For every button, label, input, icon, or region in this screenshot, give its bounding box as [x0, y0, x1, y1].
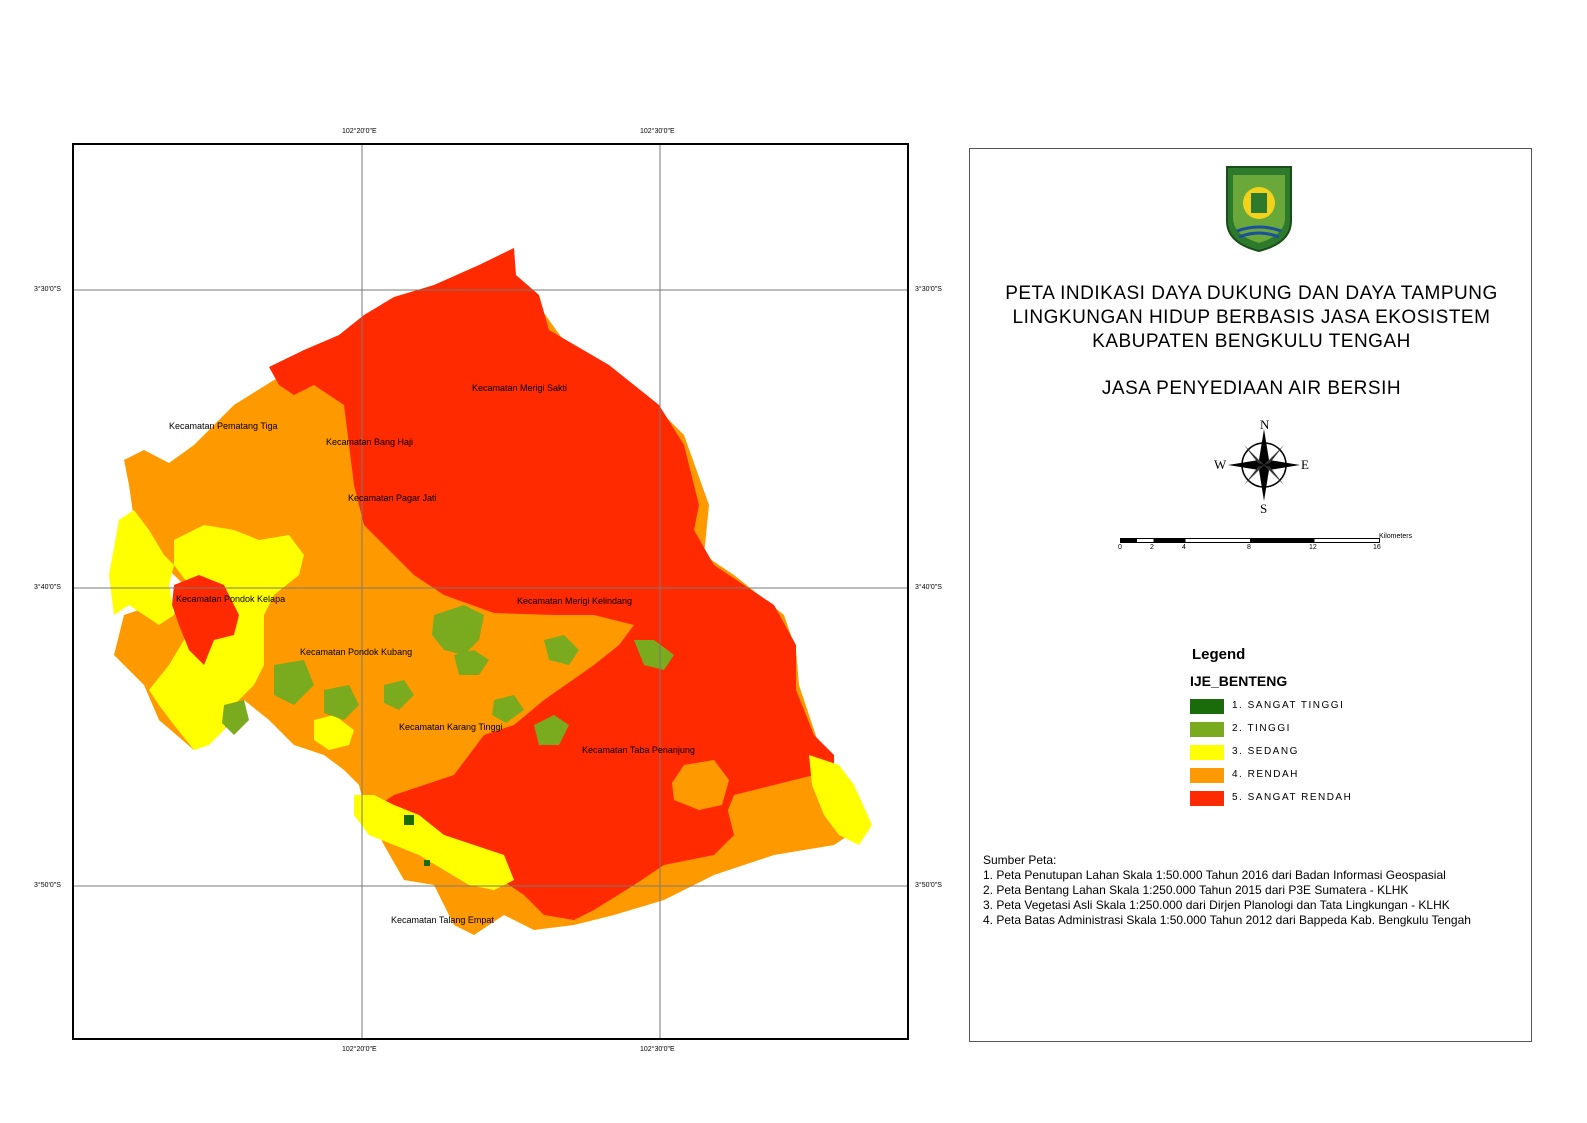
district-label-merigi-kelindang: Kecamatan Merigi Kelindang [517, 596, 632, 606]
zone-sangat-tinggi-patches [404, 815, 430, 866]
zone-sedang-east [809, 755, 872, 845]
scale-unit: Kilometers [1379, 533, 1413, 540]
lon-label-top-20: 102°20'0"E [342, 128, 377, 135]
legend-swatch [1190, 791, 1224, 806]
scale-tick-16: 16 [1373, 544, 1381, 551]
district-label-karang-tinggi: Kecamatan Karang Tinggi [399, 722, 503, 732]
graticule [74, 145, 907, 1038]
legend-title: Legend [1192, 646, 1246, 663]
map-title-line-2: LINGKUNGAN HIDUP BERBASIS JASA EKOSISTEM [1012, 307, 1491, 328]
compass-e: E [1301, 457, 1309, 472]
district-label-merigi-sakti: Kecamatan Merigi Sakti [472, 383, 567, 393]
district-label-pematang-tiga: Kecamatan Pematang Tiga [169, 421, 278, 431]
lon-label-bottom-20: 102°20'0"E [342, 1046, 377, 1053]
scale-tick-8: 8 [1247, 544, 1251, 551]
district-label-bang-haji: Kecamatan Bang Haji [326, 437, 413, 447]
zone-sangat-rendah-south [454, 740, 734, 920]
lat-label-right-40: 3°40'0"S [915, 584, 942, 591]
district-label-pondok-kubang: Kecamatan Pondok Kubang [300, 647, 412, 657]
scale-tick-0: 0 [1118, 544, 1122, 551]
lat-label-left-50: 3°50'0"S [34, 882, 61, 889]
zone-sangat-rendah [269, 248, 834, 905]
regency-emblem [1226, 166, 1292, 253]
legend-label: 2. TINGGI [1232, 723, 1291, 734]
zone-sedang-south [354, 795, 514, 890]
scale-bar [1120, 538, 1380, 543]
lat-label-right-50: 3°50'0"S [915, 882, 942, 889]
compass-w: W [1214, 457, 1227, 472]
map-title-line-3: KABUPATEN BENGKULU TENGAH [1092, 331, 1411, 352]
map-layout-panel: PETA INDIKASI DAYA DUKUNG DAN DAYA TAMPU… [969, 148, 1532, 1042]
zone-rendah-island [672, 760, 729, 810]
compass-s: S [1260, 501, 1267, 513]
source-item-3: 3. Peta Vegetasi Asli Skala 1:250.000 da… [983, 898, 1450, 912]
zone-sangat-rendah-coast [172, 575, 239, 665]
legend-layer-name: IJE_BENTENG [1190, 673, 1288, 689]
district-label-talang-empat: Kecamatan Talang Empat [391, 915, 494, 925]
sources-heading: Sumber Peta: [983, 853, 1057, 867]
zone-tinggi-patches [222, 605, 674, 745]
scale-tick-4: 4 [1182, 544, 1186, 551]
legend-label: 3. SEDANG [1232, 746, 1299, 757]
legend-swatch [1190, 722, 1224, 737]
map-frame[interactable]: Kecamatan Merigi Sakti Kecamatan Pematan… [72, 143, 909, 1040]
north-arrow-icon: N S W E [1214, 417, 1309, 513]
legend-label: 5. SANGAT RENDAH [1232, 792, 1353, 803]
lon-label-top-30: 102°30'0"E [640, 128, 675, 135]
legend-label: 1. SANGAT TINGGI [1232, 700, 1345, 711]
scale-tick-2: 2 [1150, 544, 1154, 551]
source-item-1: 1. Peta Penutupan Lahan Skala 1:50.000 T… [983, 868, 1446, 882]
map-title-line-1: PETA INDIKASI DAYA DUKUNG DAN DAYA TAMPU… [1005, 283, 1498, 304]
legend-label: 4. RENDAH [1232, 769, 1299, 780]
legend-swatch [1190, 745, 1224, 760]
district-label-taba-penanjung: Kecamatan Taba Penanjung [582, 745, 695, 755]
source-item-2: 2. Peta Bentang Lahan Skala 1:250.000 Ta… [983, 883, 1409, 897]
district-label-pondok-kelapa: Kecamatan Pondok Kelapa [176, 594, 285, 604]
zone-sedang-central [314, 715, 354, 750]
legend-swatch [1190, 768, 1224, 783]
compass-n: N [1260, 417, 1270, 432]
district-label-pagar-jati: Kecamatan Pagar Jati [348, 493, 437, 503]
scale-tick-12: 12 [1309, 544, 1317, 551]
lat-label-left-30: 3°30'0"S [34, 286, 61, 293]
lat-label-left-40: 3°40'0"S [34, 584, 61, 591]
lat-label-right-30: 3°30'0"S [915, 286, 942, 293]
zone-sedang-west [109, 510, 174, 625]
legend-swatch [1190, 699, 1224, 714]
lon-label-bottom-30: 102°30'0"E [640, 1046, 675, 1053]
map-canvas[interactable]: Kecamatan Merigi Sakti Kecamatan Pematan… [74, 145, 909, 1040]
map-subtitle: JASA PENYEDIAAN AIR BERSIH [1101, 378, 1402, 399]
source-item-4: 4. Peta Batas Administrasi Skala 1:50.00… [983, 913, 1471, 927]
